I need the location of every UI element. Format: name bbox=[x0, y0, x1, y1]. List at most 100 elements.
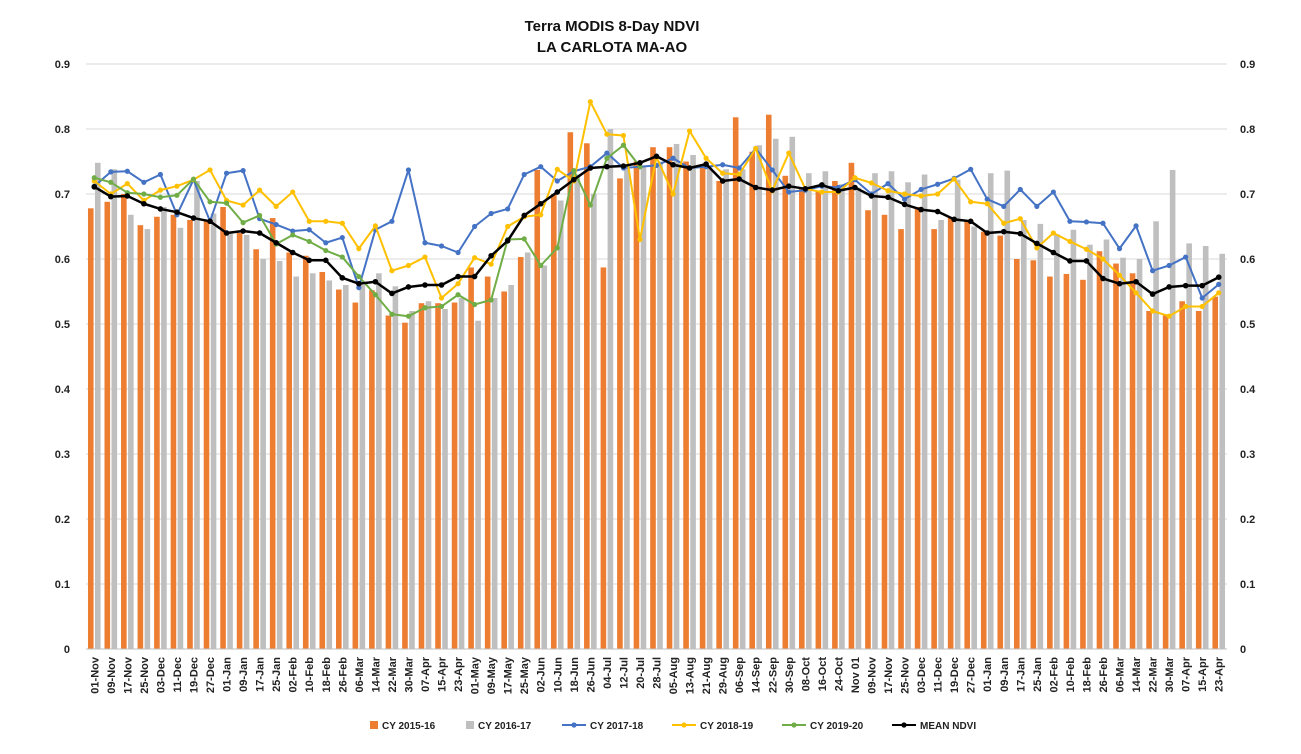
x-tick-52: 19-Dec bbox=[949, 657, 961, 693]
legend-label-cy-2019-20: CY 2019-20 bbox=[810, 721, 864, 732]
bar-cy-2016-17-64 bbox=[1153, 221, 1159, 650]
bar-cy-2015-16-5 bbox=[170, 214, 177, 650]
bar-cy-2016-17-40 bbox=[756, 145, 763, 649]
x-tick-63: 14-Mar bbox=[1131, 656, 1143, 692]
point-cy-2017-18-28 bbox=[554, 178, 560, 184]
point-mean-ndvi-48 bbox=[885, 194, 891, 201]
legend: CY 2015-16 CY 2016-17 CY 2017-18 CY 2018-19… bbox=[370, 721, 976, 732]
x-tick-9: 09-Jan bbox=[238, 657, 250, 692]
point-cy-2017-18-14 bbox=[323, 240, 329, 246]
bar-cy-2015-16-6 bbox=[187, 220, 193, 649]
point-mean-ndvi-5 bbox=[174, 209, 180, 215]
bar-cy-2015-16-11 bbox=[269, 218, 276, 650]
bar-cy-2015-16-46 bbox=[848, 162, 855, 650]
point-cy-2018-19-59 bbox=[1067, 238, 1073, 245]
point-mean-ndvi-44 bbox=[819, 182, 825, 188]
bar-cy-2016-17-35 bbox=[673, 143, 680, 649]
point-cy-2017-18-48 bbox=[885, 181, 891, 187]
point-cy-2019-20-10 bbox=[257, 212, 263, 219]
point-cy-2018-19-61 bbox=[1100, 256, 1106, 262]
x-tick-68: 23-Apr bbox=[1214, 656, 1226, 692]
x-tick-7: 27-Dec bbox=[205, 657, 217, 693]
bar-cy-2016-17-58 bbox=[1054, 234, 1060, 650]
point-mean-ndvi-24 bbox=[488, 252, 494, 259]
point-mean-ndvi-29 bbox=[571, 176, 577, 183]
point-mean-ndvi-22 bbox=[455, 273, 461, 280]
x-tick-24: 09-May bbox=[486, 656, 498, 694]
point-cy-2017-18-58 bbox=[1050, 189, 1056, 195]
point-cy-2018-19-31 bbox=[604, 131, 610, 137]
bar-cy-2015-16-59 bbox=[1063, 273, 1070, 649]
point-mean-ndvi-68 bbox=[1215, 274, 1222, 281]
x-tick-27: 02-Jun bbox=[536, 657, 548, 693]
point-cy-2018-19-48 bbox=[885, 188, 891, 194]
point-cy-2018-19-37 bbox=[703, 155, 709, 161]
point-cy-2019-20-12 bbox=[290, 232, 296, 238]
bar-cy-2015-16-2 bbox=[121, 194, 127, 649]
point-mean-ndvi-10 bbox=[256, 230, 263, 236]
x-tick-61: 26-Feb bbox=[1098, 657, 1110, 693]
point-mean-ndvi-40 bbox=[752, 184, 759, 191]
point-cy-2018-19-56 bbox=[1017, 216, 1023, 222]
point-cy-2017-18-66 bbox=[1183, 254, 1189, 260]
x-tick-22: 23-Apr bbox=[453, 656, 465, 692]
point-mean-ndvi-46 bbox=[852, 184, 858, 191]
bar-cy-2016-17-63 bbox=[1136, 259, 1143, 649]
bar-cy-2016-17-36 bbox=[690, 155, 696, 649]
point-mean-ndvi-11 bbox=[273, 239, 279, 246]
point-cy-2017-18-11 bbox=[273, 221, 279, 228]
point-cy-2018-19-18 bbox=[389, 268, 395, 274]
point-cy-2017-18-59 bbox=[1067, 218, 1073, 224]
x-tick-33: 20-Jul bbox=[635, 657, 647, 689]
point-cy-2018-19-28 bbox=[554, 166, 560, 172]
x-tick-10: 17-Jan bbox=[255, 657, 267, 692]
point-cy-2018-19-22 bbox=[455, 281, 461, 287]
point-mean-ndvi-20 bbox=[422, 282, 428, 288]
x-tick-48: 17-Nov bbox=[883, 656, 895, 694]
point-cy-2017-18-3 bbox=[141, 179, 147, 185]
bar-cy-2016-17-4 bbox=[161, 207, 167, 649]
bar-cy-2015-16-24 bbox=[484, 276, 491, 649]
legend-marker-cy-2018-19 bbox=[681, 722, 687, 728]
bar-cy-2015-16-15 bbox=[336, 289, 342, 649]
bar-cy-2016-17-39 bbox=[739, 169, 746, 650]
x-tick-4: 03-Dec bbox=[155, 657, 167, 693]
point-cy-2017-18-4 bbox=[157, 171, 164, 178]
x-tick-40: 14-Sep bbox=[751, 657, 763, 693]
x-tick-8: 01-Jan bbox=[222, 657, 234, 692]
point-cy-2017-18-16 bbox=[356, 285, 362, 291]
bar-cy-2016-17-38 bbox=[723, 169, 729, 650]
point-cy-2018-19-11 bbox=[273, 203, 279, 209]
point-cy-2017-18-22 bbox=[455, 249, 461, 256]
bar-cy-2016-17-9 bbox=[243, 234, 250, 649]
point-mean-ndvi-41 bbox=[769, 187, 776, 193]
point-mean-ndvi-59 bbox=[1067, 258, 1073, 264]
point-cy-2017-18-50 bbox=[918, 186, 924, 193]
x-tick-62: 06-Mar bbox=[1115, 656, 1127, 692]
bar-cy-2015-16-3 bbox=[137, 225, 144, 649]
point-cy-2018-19-55 bbox=[1001, 220, 1007, 226]
point-cy-2018-19-49 bbox=[901, 191, 908, 197]
legend-label-cy-2016-17: CY 2016-17 bbox=[478, 721, 532, 732]
point-cy-2018-19-27 bbox=[538, 212, 544, 218]
point-cy-2018-19-5 bbox=[174, 183, 180, 189]
point-mean-ndvi-13 bbox=[306, 257, 313, 264]
point-cy-2018-19-24 bbox=[488, 261, 494, 267]
point-cy-2017-18-53 bbox=[968, 166, 974, 172]
x-tick-3: 25-Nov bbox=[139, 656, 151, 694]
bar-cy-2016-17-0 bbox=[94, 162, 101, 650]
point-cy-2018-19-21 bbox=[438, 295, 445, 301]
point-mean-ndvi-33 bbox=[637, 160, 643, 166]
legend-swatch-cy-2016-17 bbox=[466, 721, 474, 729]
bar-cy-2016-17-18 bbox=[392, 286, 399, 649]
bar-cy-2015-16-1 bbox=[104, 201, 111, 650]
x-tick-44: 16-Oct bbox=[817, 657, 829, 692]
point-cy-2018-19-57 bbox=[1034, 245, 1040, 251]
x-tick-19: 30-Mar bbox=[403, 656, 415, 692]
point-cy-2017-18-8 bbox=[223, 170, 230, 176]
bar-cy-2016-17-45 bbox=[839, 184, 845, 649]
point-mean-ndvi-2 bbox=[124, 193, 131, 199]
point-cy-2017-18-12 bbox=[290, 228, 296, 234]
